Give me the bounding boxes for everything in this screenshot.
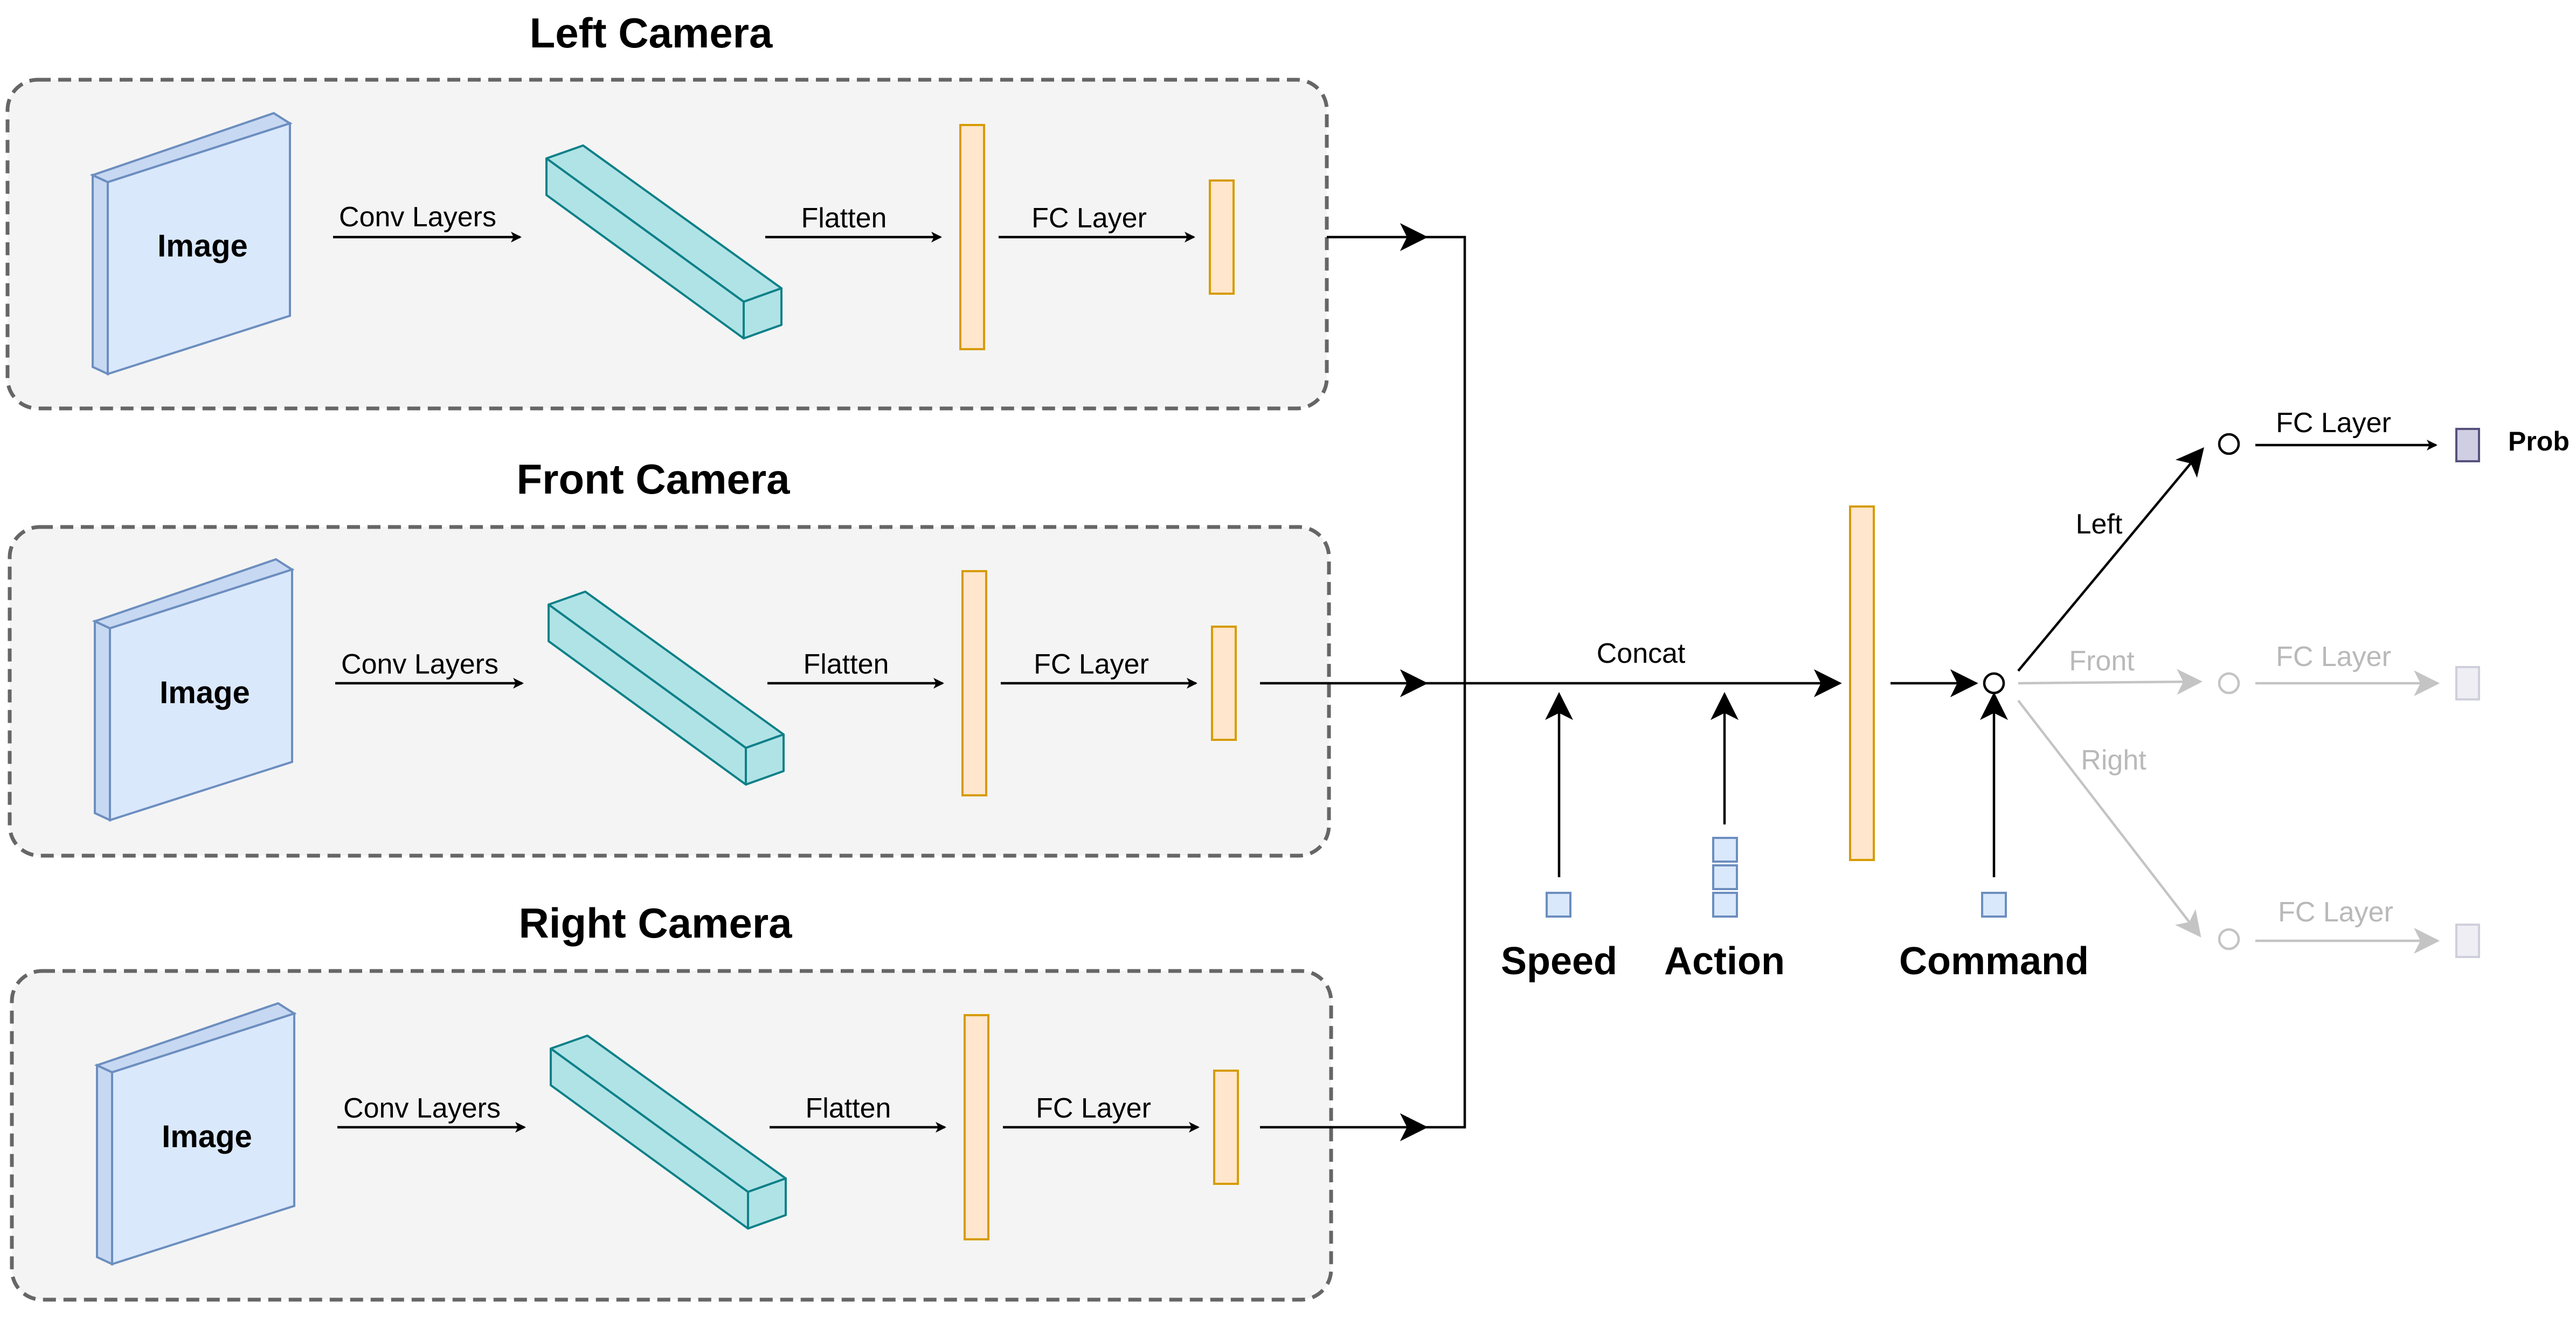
concat-label: Concat (1597, 638, 1686, 669)
front-camera-flatten-vector (961, 570, 987, 796)
branch-right-output-vector (2455, 924, 2480, 958)
branch-front-node (2218, 672, 2240, 695)
branch-right-arrow (2017, 699, 2201, 938)
branch-right-fc-label: FC Layer (2278, 897, 2393, 928)
branch-front-label: Front (2069, 646, 2135, 677)
branch-front-output-vector (2455, 666, 2480, 700)
left-camera-flatten-label: Flatten (801, 203, 887, 234)
right-camera-branch: Right Camera Image Conv Layers Flatten F… (10, 899, 1333, 1302)
action-input: Action (1664, 692, 1785, 983)
left-camera-flatten-vector (959, 124, 985, 350)
branch-front-arrow (2018, 669, 2203, 695)
left-camera-fc-vector (1209, 179, 1235, 295)
left-camera-conv-label: Conv Layers (339, 202, 496, 233)
branch-left-node (2218, 433, 2240, 455)
right-camera-conv-feature-block (550, 1035, 787, 1230)
right-camera-image-block: Image (94, 1002, 297, 1266)
speed-label: Speed (1501, 940, 1617, 983)
branch-left: Left FC Layer Prob (2017, 407, 2570, 672)
front-camera-conv-label: Conv Layers (341, 649, 498, 680)
branch-left-fc-label: FC Layer (2276, 407, 2391, 439)
front-camera-fc-vector (1211, 626, 1237, 741)
left-camera-title: Left Camera (530, 9, 773, 57)
action-vector-cell-3 (1712, 892, 1738, 918)
branch-right-node (2218, 928, 2240, 951)
right-camera-flatten-label: Flatten (806, 1093, 891, 1124)
left-camera-conv-feature-block (545, 144, 783, 339)
right-camera-image-label: Image (162, 1119, 252, 1154)
branch-right-label: Right (2081, 745, 2146, 776)
branch-left-arrow (2017, 447, 2204, 672)
left-camera-branch: Left Camera Image Conv Layers Flatten FC… (5, 9, 1329, 411)
right-camera-fc-vector (1213, 1070, 1239, 1185)
right-camera-title: Right Camera (518, 899, 792, 947)
command-switch-node (1983, 672, 2005, 695)
front-camera-image-label: Image (160, 675, 250, 710)
front-camera-fc-label: FC Layer (1034, 649, 1149, 680)
speed-vector (1546, 892, 1571, 918)
branch-front: Front FC Layer (2018, 641, 2480, 700)
front-camera-title: Front Camera (516, 455, 790, 503)
concat-vector (1849, 505, 1875, 861)
branch-left-output-label: Prob (2508, 426, 2570, 456)
right-camera-flatten-vector (964, 1014, 989, 1240)
front-camera-flatten-label: Flatten (804, 649, 889, 680)
right-camera-fc-label: FC Layer (1036, 1093, 1151, 1124)
right-camera-conv-label: Conv Layers (343, 1093, 501, 1124)
left-camera-image-label: Image (157, 228, 248, 263)
action-vector-cell-1 (1712, 837, 1738, 863)
command-label: Command (1899, 940, 2089, 983)
front-camera-conv-feature-block (548, 591, 785, 786)
command-vector (1981, 892, 2007, 918)
front-camera-branch: Front Camera Image Conv Layers Flatten F… (8, 455, 1331, 858)
front-camera-image-block: Image (92, 558, 295, 822)
speed-input: Speed (1501, 692, 1617, 983)
action-label: Action (1664, 940, 1785, 983)
branch-left-label: Left (2076, 509, 2123, 540)
branch-left-output-vector (2455, 428, 2480, 462)
action-vector-cell-2 (1712, 864, 1738, 890)
branch-right: Right FC Layer (2017, 699, 2480, 958)
left-camera-image-block: Image (89, 112, 293, 376)
command-input: Command (1899, 692, 2089, 983)
branch-front-fc-label: FC Layer (2276, 641, 2391, 672)
left-camera-fc-label: FC Layer (1031, 203, 1147, 234)
